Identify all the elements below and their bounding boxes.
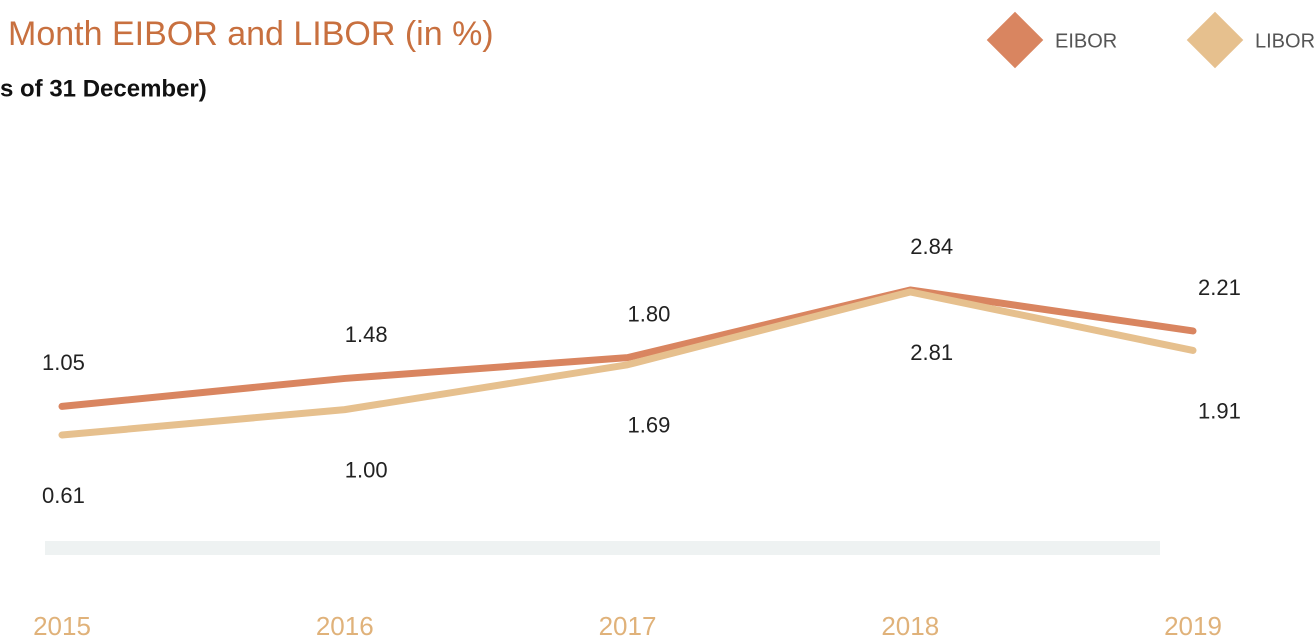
line-series <box>58 286 1197 410</box>
data-label: 1.91 <box>1198 398 1241 423</box>
data-label: 2.81 <box>910 340 953 365</box>
legend-swatch <box>1186 11 1244 69</box>
data-label: 0.61 <box>42 483 85 508</box>
baseline-band <box>45 541 1160 555</box>
chart-subtitle: s of 31 December) <box>0 75 207 102</box>
data-label: 1.05 <box>42 350 85 375</box>
legend-label: LIBOR <box>1255 30 1315 52</box>
data-label: 2.84 <box>910 234 953 259</box>
data-label: 1.80 <box>628 301 671 326</box>
data-label: 1.69 <box>628 413 671 438</box>
line-series <box>58 288 1197 439</box>
data-label: 1.48 <box>345 322 388 347</box>
chart-title: Month EIBOR and LIBOR (in %) <box>8 15 494 53</box>
x-tick-label: 2016 <box>316 611 374 641</box>
data-label: 1.00 <box>345 457 388 482</box>
x-tick-label: 2018 <box>881 611 939 641</box>
data-label: 2.21 <box>1198 275 1241 300</box>
legend-swatch <box>986 11 1044 69</box>
x-tick-label: 2017 <box>599 611 657 641</box>
legend-label: EIBOR <box>1055 30 1117 52</box>
x-tick-label: 2019 <box>1164 611 1222 641</box>
x-tick-label: 2015 <box>33 611 91 641</box>
